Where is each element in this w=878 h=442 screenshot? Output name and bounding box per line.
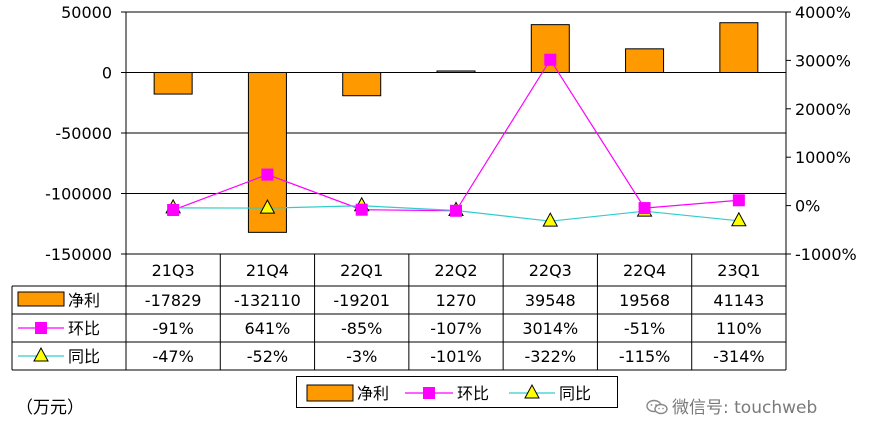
table-cell-0-22Q2: 1270 (436, 291, 477, 310)
table-cell-1-21Q3: -91% (152, 319, 193, 338)
bar-22Q1 (342, 72, 382, 97)
qoq-point-22Q1 (355, 203, 368, 216)
table-key-square (35, 322, 47, 334)
unit-note: （万元） (16, 398, 84, 418)
bars (153, 22, 759, 233)
table-series-name-0: 净利 (68, 291, 100, 310)
table-series-name-2: 同比 (68, 347, 100, 366)
legend-label-qoq: 环比 (457, 384, 489, 403)
table-cell-1-23Q1: 110% (716, 319, 762, 338)
category-label-22Q1: 22Q1 (340, 261, 383, 280)
category-label-22Q4: 22Q4 (623, 261, 666, 280)
table-cell-1-22Q2: -107% (430, 319, 482, 338)
table-cell-2-22Q4: -115% (619, 347, 671, 366)
table-series-name-1: 环比 (68, 319, 100, 338)
left-tick-label-0: 50000 (61, 3, 112, 22)
right-tick-label-4: 0% (795, 197, 820, 216)
bar-21Q3 (153, 72, 193, 95)
table-cell-0-23Q1: 41143 (713, 291, 764, 310)
table-cell-2-21Q4: -52% (247, 347, 288, 366)
left-tick-label-4: -150000 (45, 245, 112, 264)
wechat-icon (646, 399, 668, 415)
category-label-22Q3: 22Q3 (529, 261, 572, 280)
table-cell-2-23Q1: -314% (713, 347, 765, 366)
category-label-23Q1: 23Q1 (717, 261, 760, 280)
legend-key-bar (306, 384, 354, 402)
yoy-point-22Q3 (542, 212, 559, 227)
table-cell-2-22Q2: -101% (430, 347, 482, 366)
qoq-point-21Q3 (167, 204, 180, 217)
left-axis-ticks: 50000 0 -50000 -100000 -150000 (45, 3, 112, 264)
series-markers (165, 53, 747, 227)
category-label-21Q3: 21Q3 (152, 261, 195, 280)
qoq-point-23Q1 (732, 194, 745, 207)
table-key-triangle (33, 346, 49, 362)
legend-key-square (423, 387, 435, 399)
left-tick-label-1: 0 (102, 64, 112, 83)
legend-svg: 净利 环比 同比 (306, 383, 591, 403)
right-tick-label-5: -1000% (795, 245, 857, 264)
bar-22Q2 (436, 70, 476, 74)
yoy-point-23Q1 (731, 211, 747, 227)
right-tick-label-0: 4000% (795, 3, 851, 22)
qoq-point-22Q3 (544, 53, 557, 66)
left-tick-label-3: -100000 (45, 185, 112, 204)
bar-23Q1 (719, 22, 759, 74)
qoq-point-22Q4 (638, 202, 651, 215)
table-cell-1-21Q4: 641% (245, 319, 291, 338)
axes (121, 11, 791, 255)
table-cell-0-21Q3: -17829 (145, 291, 202, 310)
legend-key-triangle (524, 383, 540, 399)
right-tick-label-3: 1000% (795, 148, 851, 167)
table-cell-0-22Q1: -19201 (333, 291, 390, 310)
qoq-point-21Q4 (261, 168, 274, 181)
grid-lines (126, 11, 786, 255)
table-cell-0-22Q4: 19568 (619, 291, 670, 310)
table-cell-2-22Q1: -3% (346, 347, 377, 366)
legend-label-bar: 净利 (357, 384, 389, 403)
category-label-21Q4: 21Q4 (246, 261, 289, 280)
table-cell-0-21Q4: -132110 (234, 291, 301, 310)
legend-label-yoy: 同比 (559, 384, 591, 403)
table-cell-2-21Q3: -47% (152, 347, 193, 366)
qoq-point-22Q2 (450, 204, 462, 217)
table-cell-1-22Q1: -85% (341, 319, 382, 338)
left-tick-label-2: -50000 (55, 124, 112, 143)
data-table: 21Q3 21Q4 22Q1 22Q2 22Q3 22Q4 23Q1 净利 -17829 -132… (11, 253, 787, 371)
legend: 净利 环比 同比 (296, 376, 618, 408)
right-axis-ticks: 4000% 3000% 2000% 1000% 0% -1000% (795, 3, 857, 264)
table-cell-2-22Q3: -322% (525, 347, 577, 366)
table-cell-0-22Q3: 39548 (525, 291, 576, 310)
table-cell-1-22Q3: 3014% (522, 319, 578, 338)
watermark: 微信号: touchweb (646, 393, 817, 418)
category-label-22Q2: 22Q2 (434, 261, 477, 280)
right-tick-label-2: 2000% (795, 100, 851, 119)
table-key-bar (17, 291, 65, 307)
bar-22Q4 (625, 48, 665, 73)
watermark-text: 微信号: touchweb (672, 398, 818, 418)
right-tick-label-1: 3000% (795, 51, 851, 70)
yoy-point-21Q4 (259, 199, 276, 214)
table-cell-1-22Q4: -51% (624, 319, 665, 338)
